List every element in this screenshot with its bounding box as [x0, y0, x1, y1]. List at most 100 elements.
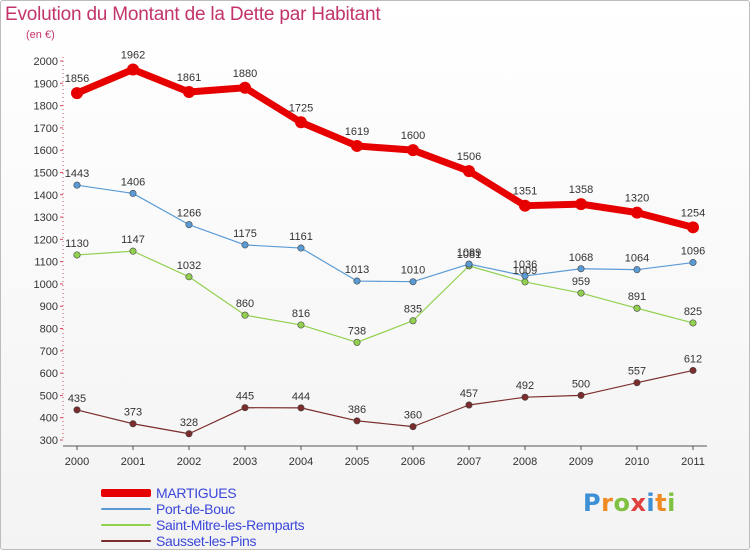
x-tick-label: 2007 — [457, 456, 481, 468]
data-point — [631, 206, 643, 219]
data-label: 1175 — [233, 228, 257, 240]
data-label: 1266 — [177, 208, 201, 220]
data-point — [407, 144, 419, 157]
data-point — [687, 221, 699, 234]
y-tick-label: 1000 — [34, 279, 58, 291]
data-point — [127, 63, 139, 76]
data-point — [409, 423, 417, 431]
data-label: 825 — [684, 306, 702, 318]
logo-letter: o — [613, 489, 631, 517]
y-tick-label: 300 — [40, 435, 58, 447]
y-tick-label: 2000 — [34, 56, 58, 68]
data-point — [129, 420, 137, 428]
data-point — [129, 189, 137, 197]
data-point — [689, 319, 697, 327]
data-point — [465, 401, 473, 409]
data-label: 1861 — [177, 72, 201, 84]
y-tick-label: 1400 — [34, 190, 58, 202]
legend-label: Sausset-les-Pins — [156, 533, 257, 549]
data-point — [353, 338, 361, 346]
data-label: 1619 — [345, 126, 369, 138]
data-label: 1358 — [569, 184, 593, 196]
data-label: 1147 — [121, 234, 145, 246]
data-label: 1032 — [177, 260, 201, 272]
logo-letter: i — [667, 489, 676, 517]
data-point — [463, 165, 475, 178]
data-label: 816 — [292, 308, 310, 320]
data-label: 1064 — [625, 253, 649, 265]
data-label: 1130 — [65, 238, 89, 250]
data-label: 1096 — [681, 246, 705, 258]
data-point — [521, 272, 529, 280]
y-tick-label: 1500 — [34, 167, 58, 179]
data-label: 1351 — [513, 186, 537, 198]
data-point — [521, 393, 529, 401]
data-label: 1036 — [513, 259, 537, 271]
data-point — [185, 273, 193, 281]
data-point — [353, 277, 361, 285]
data-label: 373 — [124, 407, 142, 419]
y-tick-label: 500 — [40, 390, 58, 402]
data-point — [297, 321, 305, 329]
data-point — [633, 266, 641, 274]
data-label: 612 — [684, 353, 702, 365]
data-label: 1506 — [457, 151, 481, 163]
data-label: 457 — [460, 388, 478, 400]
data-point — [351, 139, 363, 152]
data-point — [577, 265, 585, 273]
data-point — [241, 404, 249, 412]
data-point — [353, 417, 361, 425]
data-label: 1856 — [65, 73, 89, 85]
legend-swatch — [101, 508, 151, 510]
logo-letter: r — [601, 489, 614, 517]
data-point — [295, 116, 307, 129]
data-label: 1010 — [401, 265, 425, 277]
data-label: 1406 — [121, 176, 145, 188]
data-label: 492 — [516, 380, 534, 392]
legend-label: Saint-Mitre-les-Remparts — [156, 517, 305, 533]
y-tick-label: 1800 — [34, 101, 58, 113]
y-tick-label: 1600 — [34, 145, 58, 157]
logo-letter: i — [646, 489, 656, 517]
data-label: 1089 — [457, 247, 481, 259]
data-label: 1161 — [289, 231, 313, 243]
data-label: 445 — [236, 391, 254, 403]
axes: 300 400 500 600 700 800 900 1000 1100 1200 1300 140… — [34, 56, 707, 468]
data-label: 1600 — [401, 130, 425, 142]
series-line — [76, 184, 694, 283]
series-saint-mitre-les-remparts — [73, 247, 697, 346]
chart-title: Evolution du Montant de la Dette par Hab… — [5, 4, 381, 25]
series-sausset-les-pins — [73, 366, 697, 438]
series-port-de-bouc — [73, 181, 697, 286]
x-tick-label: 2003 — [233, 456, 257, 468]
data-label: 435 — [68, 393, 86, 405]
data-point — [689, 259, 697, 267]
series-line — [76, 369, 694, 435]
x-tick-label: 2005 — [345, 456, 369, 468]
data-label: 386 — [348, 404, 366, 416]
y-tick-label: 1900 — [34, 78, 58, 90]
x-tick-label: 2002 — [177, 456, 201, 468]
y-tick-label: 800 — [40, 324, 58, 336]
data-point — [575, 198, 587, 211]
data-point — [297, 244, 305, 252]
data-label: 328 — [180, 417, 198, 429]
data-label: 1009 — [513, 265, 537, 277]
data-point — [689, 366, 697, 374]
x-tick-label: 2001 — [121, 456, 145, 468]
y-tick-label: 900 — [40, 301, 58, 313]
logo-letter: x — [630, 489, 647, 517]
data-point — [185, 430, 193, 438]
x-tick-label: 2000 — [65, 456, 89, 468]
x-tick-label: 2010 — [625, 456, 649, 468]
x-tick-label: 2006 — [401, 456, 425, 468]
data-point — [577, 289, 585, 297]
data-point — [633, 379, 641, 387]
data-label: 1880 — [233, 68, 257, 80]
x-tick-label: 2008 — [513, 456, 537, 468]
data-label: 835 — [404, 304, 422, 316]
data-point — [73, 251, 81, 259]
data-label: 1081 — [457, 249, 481, 261]
